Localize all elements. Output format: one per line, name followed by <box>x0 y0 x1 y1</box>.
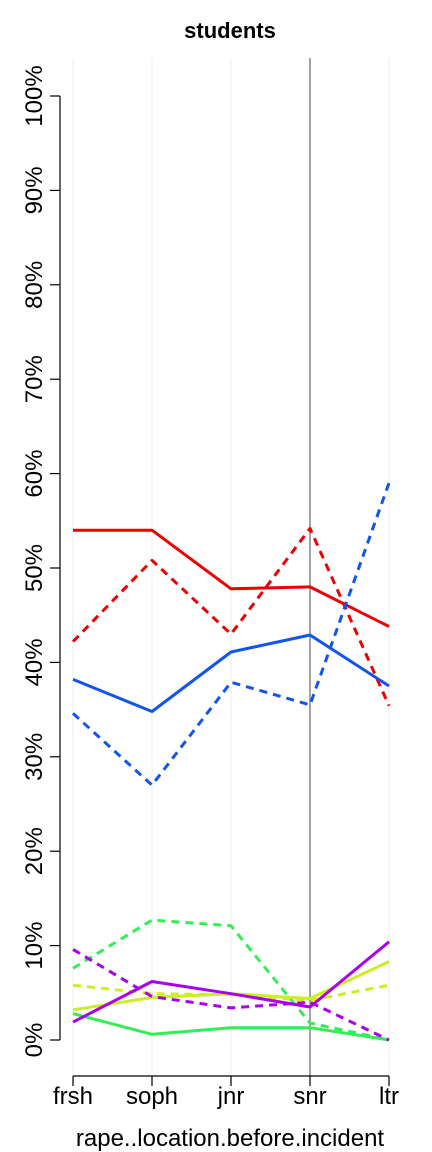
y-tick-label: 90% <box>21 166 48 214</box>
series-line-6 <box>72 918 390 1042</box>
series-line-10 <box>72 948 390 1042</box>
y-tick-label: 40% <box>21 638 48 686</box>
series-line-2 <box>71 526 391 707</box>
y-tick-label: 80% <box>21 261 48 309</box>
x-axis-label: rape..location.before.incident <box>76 1125 385 1152</box>
x-tick-label: jnr <box>217 1083 245 1110</box>
series-line-3 <box>72 633 390 713</box>
grid-lines <box>72 58 390 1076</box>
x-tick-label: soph <box>126 1083 178 1110</box>
y-tick-label: 50% <box>21 544 48 592</box>
y-tick-label: 0% <box>21 1023 48 1058</box>
y-tick-label: 30% <box>21 733 48 781</box>
y-tick-label: 10% <box>21 922 48 970</box>
chart-title: students <box>184 18 276 43</box>
y-tick-label: 100% <box>21 65 48 126</box>
x-tick-label: ltr <box>379 1083 399 1110</box>
y-tick-label: 70% <box>21 355 48 403</box>
x-tick-label: frsh <box>53 1083 93 1110</box>
series-line-4 <box>71 482 391 787</box>
x-tick-label: snr <box>293 1083 326 1110</box>
axes: 0% 10% 20% 30% 40% 50% 60% 70% 80% 90% 100% frsh sop… <box>21 65 399 1110</box>
series-line-1 <box>73 528 390 628</box>
series-line-5 <box>72 1012 390 1042</box>
y-tick-label: 20% <box>21 827 48 875</box>
series-lines <box>71 482 391 1042</box>
series-line-9 <box>72 940 390 1024</box>
y-tick-label: 60% <box>21 450 48 498</box>
